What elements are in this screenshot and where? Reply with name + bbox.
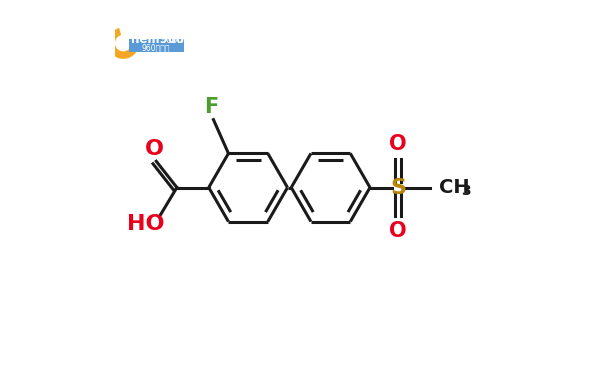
Text: 960化工网: 960化工网 <box>142 44 171 52</box>
Text: CH: CH <box>439 178 470 197</box>
Text: hem960: hem960 <box>131 33 185 46</box>
Text: O: O <box>389 134 407 154</box>
FancyBboxPatch shape <box>129 39 184 52</box>
Text: F: F <box>204 96 218 117</box>
Text: S: S <box>390 177 406 198</box>
Text: 3: 3 <box>461 184 471 198</box>
Text: O: O <box>145 139 164 159</box>
Text: HO: HO <box>127 214 165 234</box>
Wedge shape <box>108 28 139 59</box>
Text: .com: .com <box>163 35 187 45</box>
Text: O: O <box>389 220 407 241</box>
